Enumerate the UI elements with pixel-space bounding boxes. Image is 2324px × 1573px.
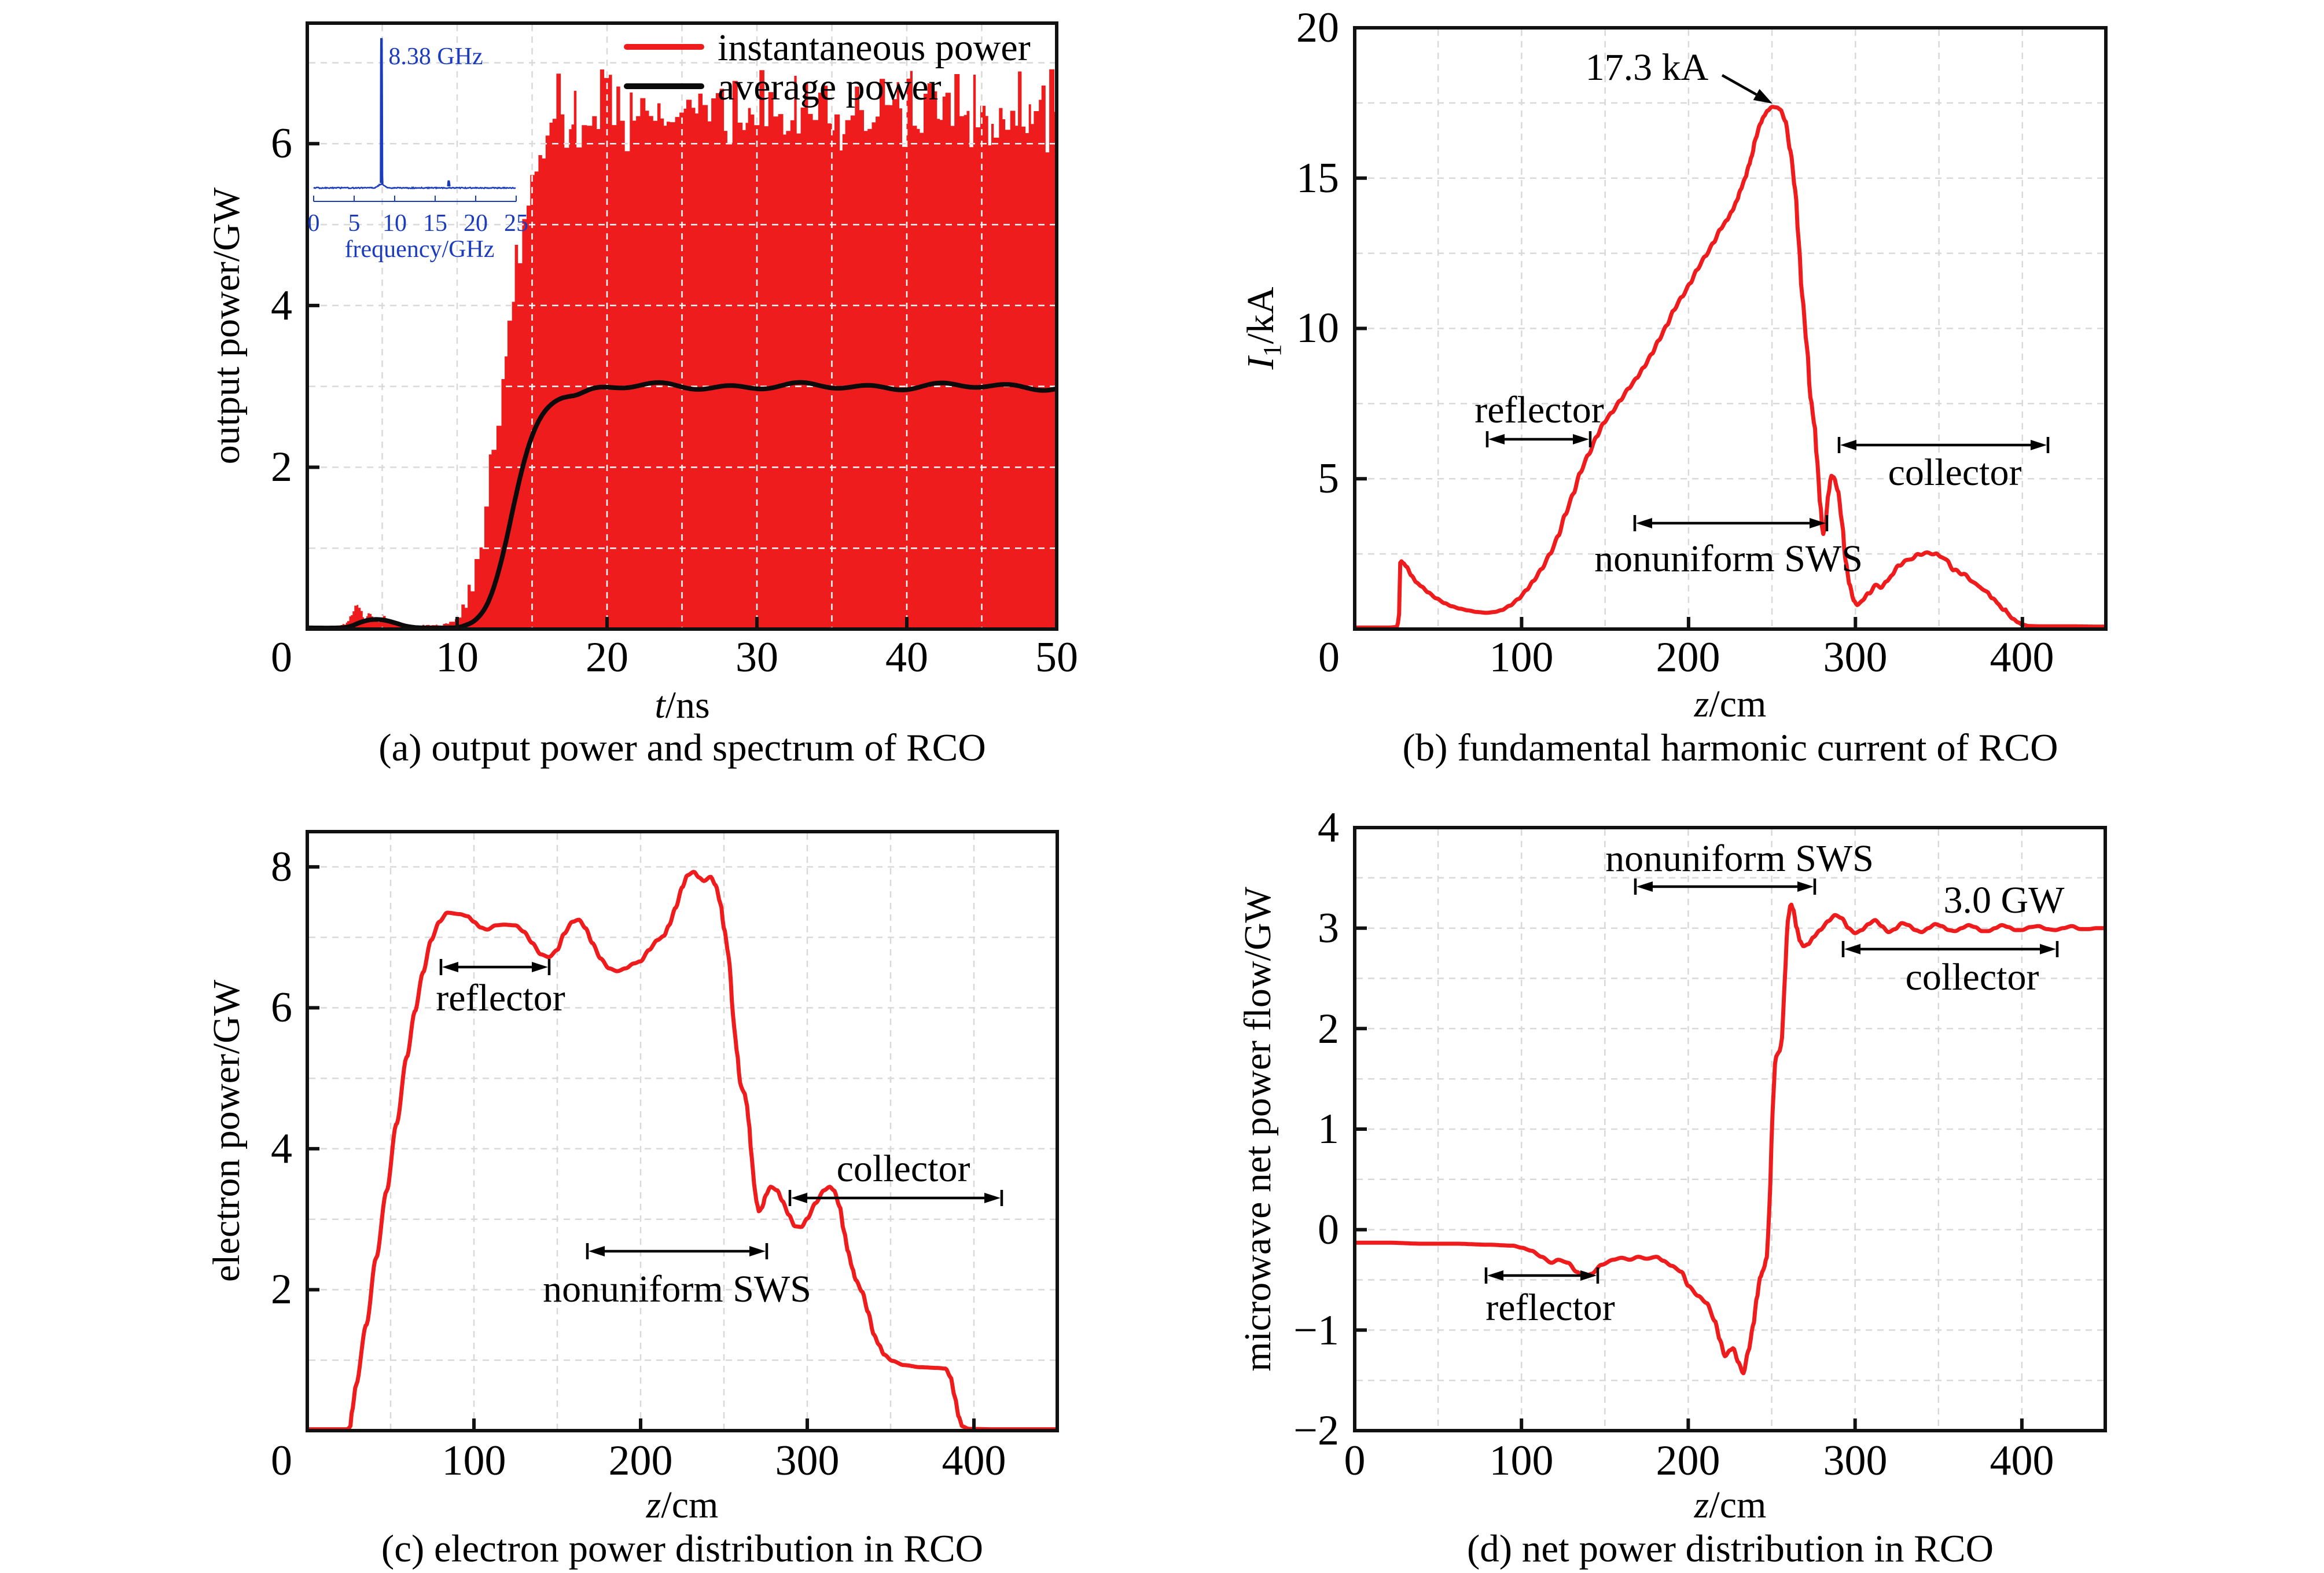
- svg-text:(d) net power distribution in: (d) net power distribution in RCO: [1467, 1527, 1994, 1570]
- svg-text:(b) fundamental harmonic curre: (b) fundamental harmonic current of RCO: [1402, 726, 2058, 769]
- svg-text:z/cm: z/cm: [1694, 683, 1767, 725]
- svg-text:15: 15: [1296, 155, 1339, 202]
- svg-text:400: 400: [942, 1437, 1006, 1484]
- svg-text:17.3 kA: 17.3 kA: [1586, 46, 1709, 89]
- svg-text:2: 2: [1318, 1005, 1339, 1053]
- svg-text:15: 15: [423, 210, 447, 237]
- svg-text:25: 25: [504, 210, 528, 237]
- svg-text:5: 5: [348, 210, 361, 237]
- svg-text:frequency/GHz: frequency/GHz: [345, 236, 495, 263]
- svg-text:I1/kA: I1/kA: [1240, 286, 1286, 370]
- svg-text:50: 50: [1035, 634, 1078, 681]
- svg-text:20: 20: [1296, 4, 1339, 52]
- svg-text:8.38 GHz: 8.38 GHz: [388, 43, 483, 70]
- svg-text:nonuniform SWS: nonuniform SWS: [1594, 538, 1863, 580]
- svg-text:collector: collector: [1888, 451, 2022, 494]
- svg-text:300: 300: [1823, 1437, 1888, 1484]
- svg-text:microwave net power flow/GW: microwave net power flow/GW: [1237, 887, 1279, 1372]
- svg-text:6: 6: [271, 120, 292, 167]
- svg-text:200: 200: [1656, 634, 1720, 681]
- svg-text:t/ns: t/ns: [654, 684, 709, 726]
- svg-text:0: 0: [271, 634, 292, 681]
- svg-text:20: 20: [464, 210, 488, 237]
- svg-text:(c) electron power distributio: (c) electron power distribution in RCO: [381, 1527, 983, 1570]
- svg-text:z/cm: z/cm: [1694, 1484, 1767, 1526]
- svg-text:2: 2: [271, 1266, 292, 1313]
- svg-text:100: 100: [1490, 634, 1554, 681]
- svg-text:3.0 GW: 3.0 GW: [1944, 879, 2065, 921]
- svg-text:400: 400: [1990, 1437, 2054, 1484]
- svg-text:−2: −2: [1293, 1407, 1339, 1454]
- svg-text:electron power/GW: electron power/GW: [205, 979, 248, 1282]
- svg-text:0: 0: [308, 210, 320, 237]
- svg-text:100: 100: [442, 1437, 506, 1484]
- svg-text:40: 40: [885, 634, 928, 681]
- svg-text:3: 3: [1318, 905, 1339, 952]
- svg-text:0: 0: [1318, 1206, 1339, 1254]
- svg-text:200: 200: [609, 1437, 673, 1484]
- svg-text:10: 10: [436, 634, 479, 681]
- svg-text:collector: collector: [837, 1148, 970, 1190]
- svg-text:200: 200: [1656, 1437, 1720, 1484]
- svg-text:300: 300: [1823, 634, 1888, 681]
- svg-text:30: 30: [736, 634, 778, 681]
- svg-text:0: 0: [271, 1437, 292, 1484]
- svg-text:5: 5: [1318, 455, 1339, 502]
- svg-text:nonuniform SWS: nonuniform SWS: [1605, 837, 1874, 880]
- svg-text:reflector: reflector: [1474, 389, 1604, 431]
- svg-text:4: 4: [1318, 804, 1339, 851]
- svg-text:4: 4: [271, 1125, 292, 1173]
- svg-text:20: 20: [586, 634, 628, 681]
- svg-text:2: 2: [271, 443, 292, 491]
- svg-text:4: 4: [271, 282, 292, 329]
- svg-text:0: 0: [1318, 634, 1340, 681]
- svg-text:10: 10: [383, 210, 407, 237]
- svg-text:average power: average power: [718, 66, 942, 108]
- svg-text:z/cm: z/cm: [646, 1484, 719, 1526]
- svg-text:reflector: reflector: [436, 977, 565, 1019]
- svg-text:6: 6: [271, 984, 292, 1031]
- svg-text:0: 0: [1344, 1437, 1366, 1484]
- svg-text:−1: −1: [1293, 1307, 1339, 1354]
- svg-text:instantaneous power: instantaneous power: [718, 27, 1031, 69]
- svg-text:1: 1: [1318, 1105, 1339, 1153]
- svg-text:(a) output power and spectrum: (a) output power and spectrum of RCO: [378, 726, 986, 769]
- svg-text:reflector: reflector: [1485, 1287, 1615, 1329]
- svg-text:output power/GW: output power/GW: [205, 187, 248, 464]
- svg-text:400: 400: [1990, 634, 2054, 681]
- svg-text:8: 8: [271, 843, 292, 891]
- svg-text:300: 300: [775, 1437, 840, 1484]
- svg-text:10: 10: [1296, 304, 1339, 352]
- svg-text:collector: collector: [1906, 956, 2039, 998]
- svg-text:nonuniform SWS: nonuniform SWS: [543, 1268, 811, 1310]
- svg-text:100: 100: [1490, 1437, 1554, 1484]
